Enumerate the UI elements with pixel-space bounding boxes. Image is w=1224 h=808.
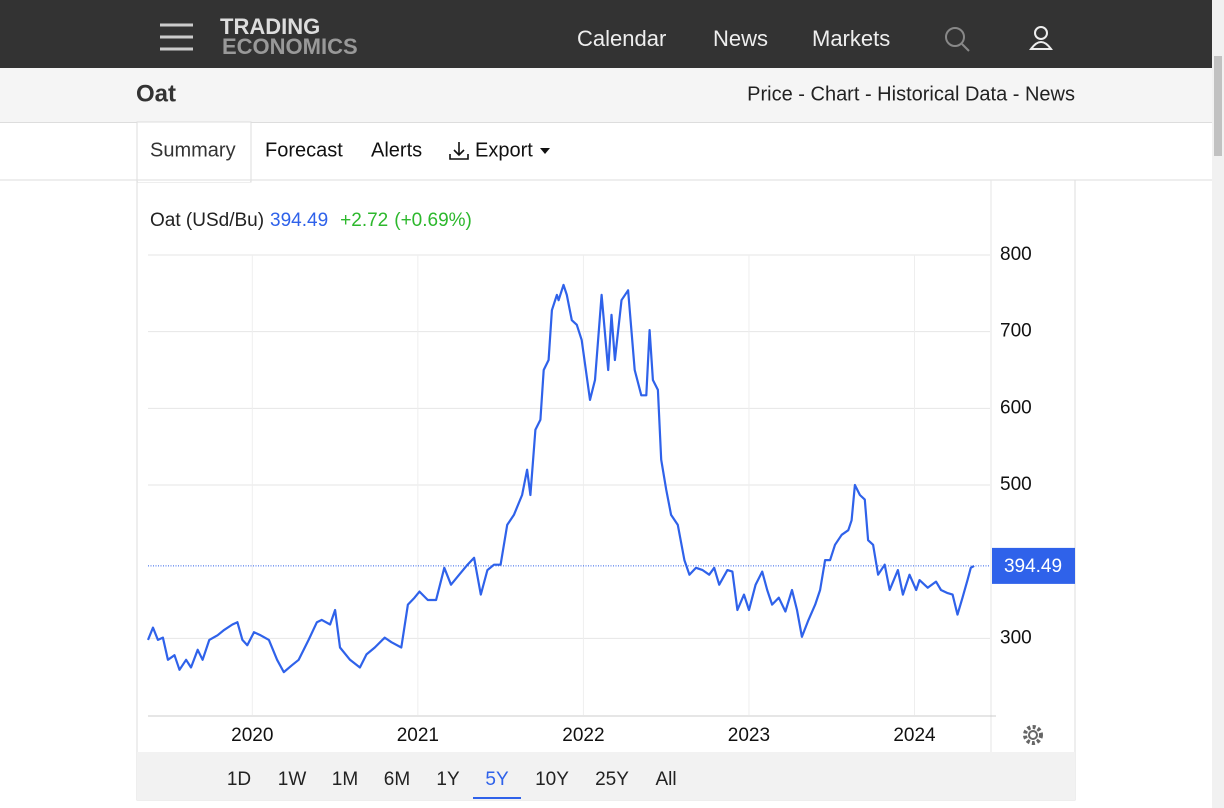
sub-header xyxy=(0,68,1212,123)
logo[interactable]: ECONOMICS xyxy=(222,34,358,59)
range-bar xyxy=(137,752,1075,800)
price-line xyxy=(146,283,975,674)
scroll-thumb xyxy=(1214,56,1222,156)
tab[interactable]: Summary xyxy=(150,139,236,161)
nav-link[interactable]: Calendar xyxy=(577,26,666,51)
scrollbar xyxy=(1212,0,1224,808)
x-tick-label: 2022 xyxy=(562,725,604,746)
y-tick-label: 700 xyxy=(1000,321,1032,342)
settings-icon[interactable] xyxy=(1023,725,1043,745)
range-button[interactable]: 1W xyxy=(278,769,307,790)
menu-icon[interactable] xyxy=(160,23,193,51)
y-tick-label: 500 xyxy=(1000,474,1032,495)
header-links[interactable]: Price - Chart - Historical Data - News xyxy=(747,83,1075,105)
range-button[interactable]: 10Y xyxy=(535,769,569,790)
y-tick-label: 600 xyxy=(1000,397,1032,418)
chart-title: Oat (USd/Bu) xyxy=(150,210,264,231)
tab[interactable]: Alerts xyxy=(371,139,422,161)
caret xyxy=(540,148,550,154)
x-tick-label: 2024 xyxy=(893,725,936,746)
page-title: Oat xyxy=(136,80,176,107)
chart-box xyxy=(136,179,1076,801)
change-pct: (+0.69%) xyxy=(394,210,472,231)
user-icon[interactable] xyxy=(1029,26,1053,50)
range-button[interactable]: 5Y xyxy=(485,769,509,790)
range-button[interactable]: 1Y xyxy=(436,769,460,790)
last-price-label: 394.49 xyxy=(1004,556,1062,577)
tab[interactable]: Export xyxy=(475,139,533,161)
y-tick-label: 800 xyxy=(1000,244,1032,265)
range-button[interactable]: All xyxy=(655,769,676,790)
tab[interactable]: Forecast xyxy=(265,139,343,161)
search-icon[interactable] xyxy=(945,27,970,52)
nav-link[interactable]: News xyxy=(713,26,768,51)
last-price-box xyxy=(992,547,1075,584)
range-button[interactable]: 1D xyxy=(227,769,251,790)
range-button[interactable]: 1M xyxy=(332,769,358,790)
x-tick-label: 2023 xyxy=(728,725,770,746)
nav-bar xyxy=(0,0,1212,68)
x-tick-label: 2021 xyxy=(397,725,439,746)
range-button[interactable]: 25Y xyxy=(595,769,629,790)
x-tick-label: 2020 xyxy=(231,725,273,746)
nav-link[interactable]: Markets xyxy=(812,26,890,51)
price: 394.49 xyxy=(270,210,328,231)
logo[interactable]: TRADING xyxy=(220,14,320,39)
y-tick-label: 300 xyxy=(1000,627,1032,648)
change: +2.72 xyxy=(340,210,388,231)
range-button[interactable]: 6M xyxy=(384,769,410,790)
download-icon xyxy=(449,142,469,160)
